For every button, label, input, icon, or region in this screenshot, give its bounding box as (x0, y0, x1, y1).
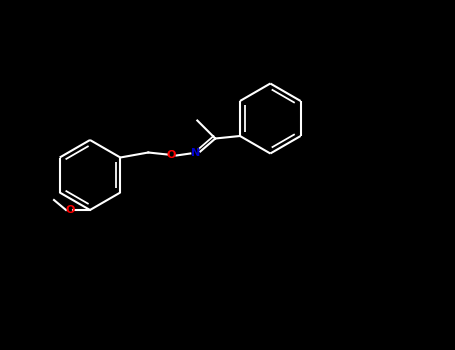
Text: N: N (191, 148, 200, 159)
Text: O: O (66, 205, 75, 215)
Text: O: O (167, 150, 176, 161)
